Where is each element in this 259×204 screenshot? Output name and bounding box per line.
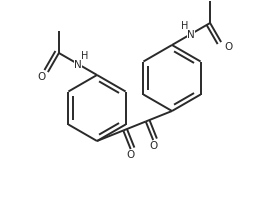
Text: O: O: [149, 141, 157, 151]
Text: N: N: [187, 30, 195, 40]
Text: H: H: [81, 51, 88, 61]
Text: N: N: [74, 60, 82, 70]
Text: O: O: [224, 42, 232, 52]
Text: H: H: [181, 21, 188, 31]
Text: O: O: [127, 150, 135, 160]
Text: O: O: [38, 72, 46, 82]
